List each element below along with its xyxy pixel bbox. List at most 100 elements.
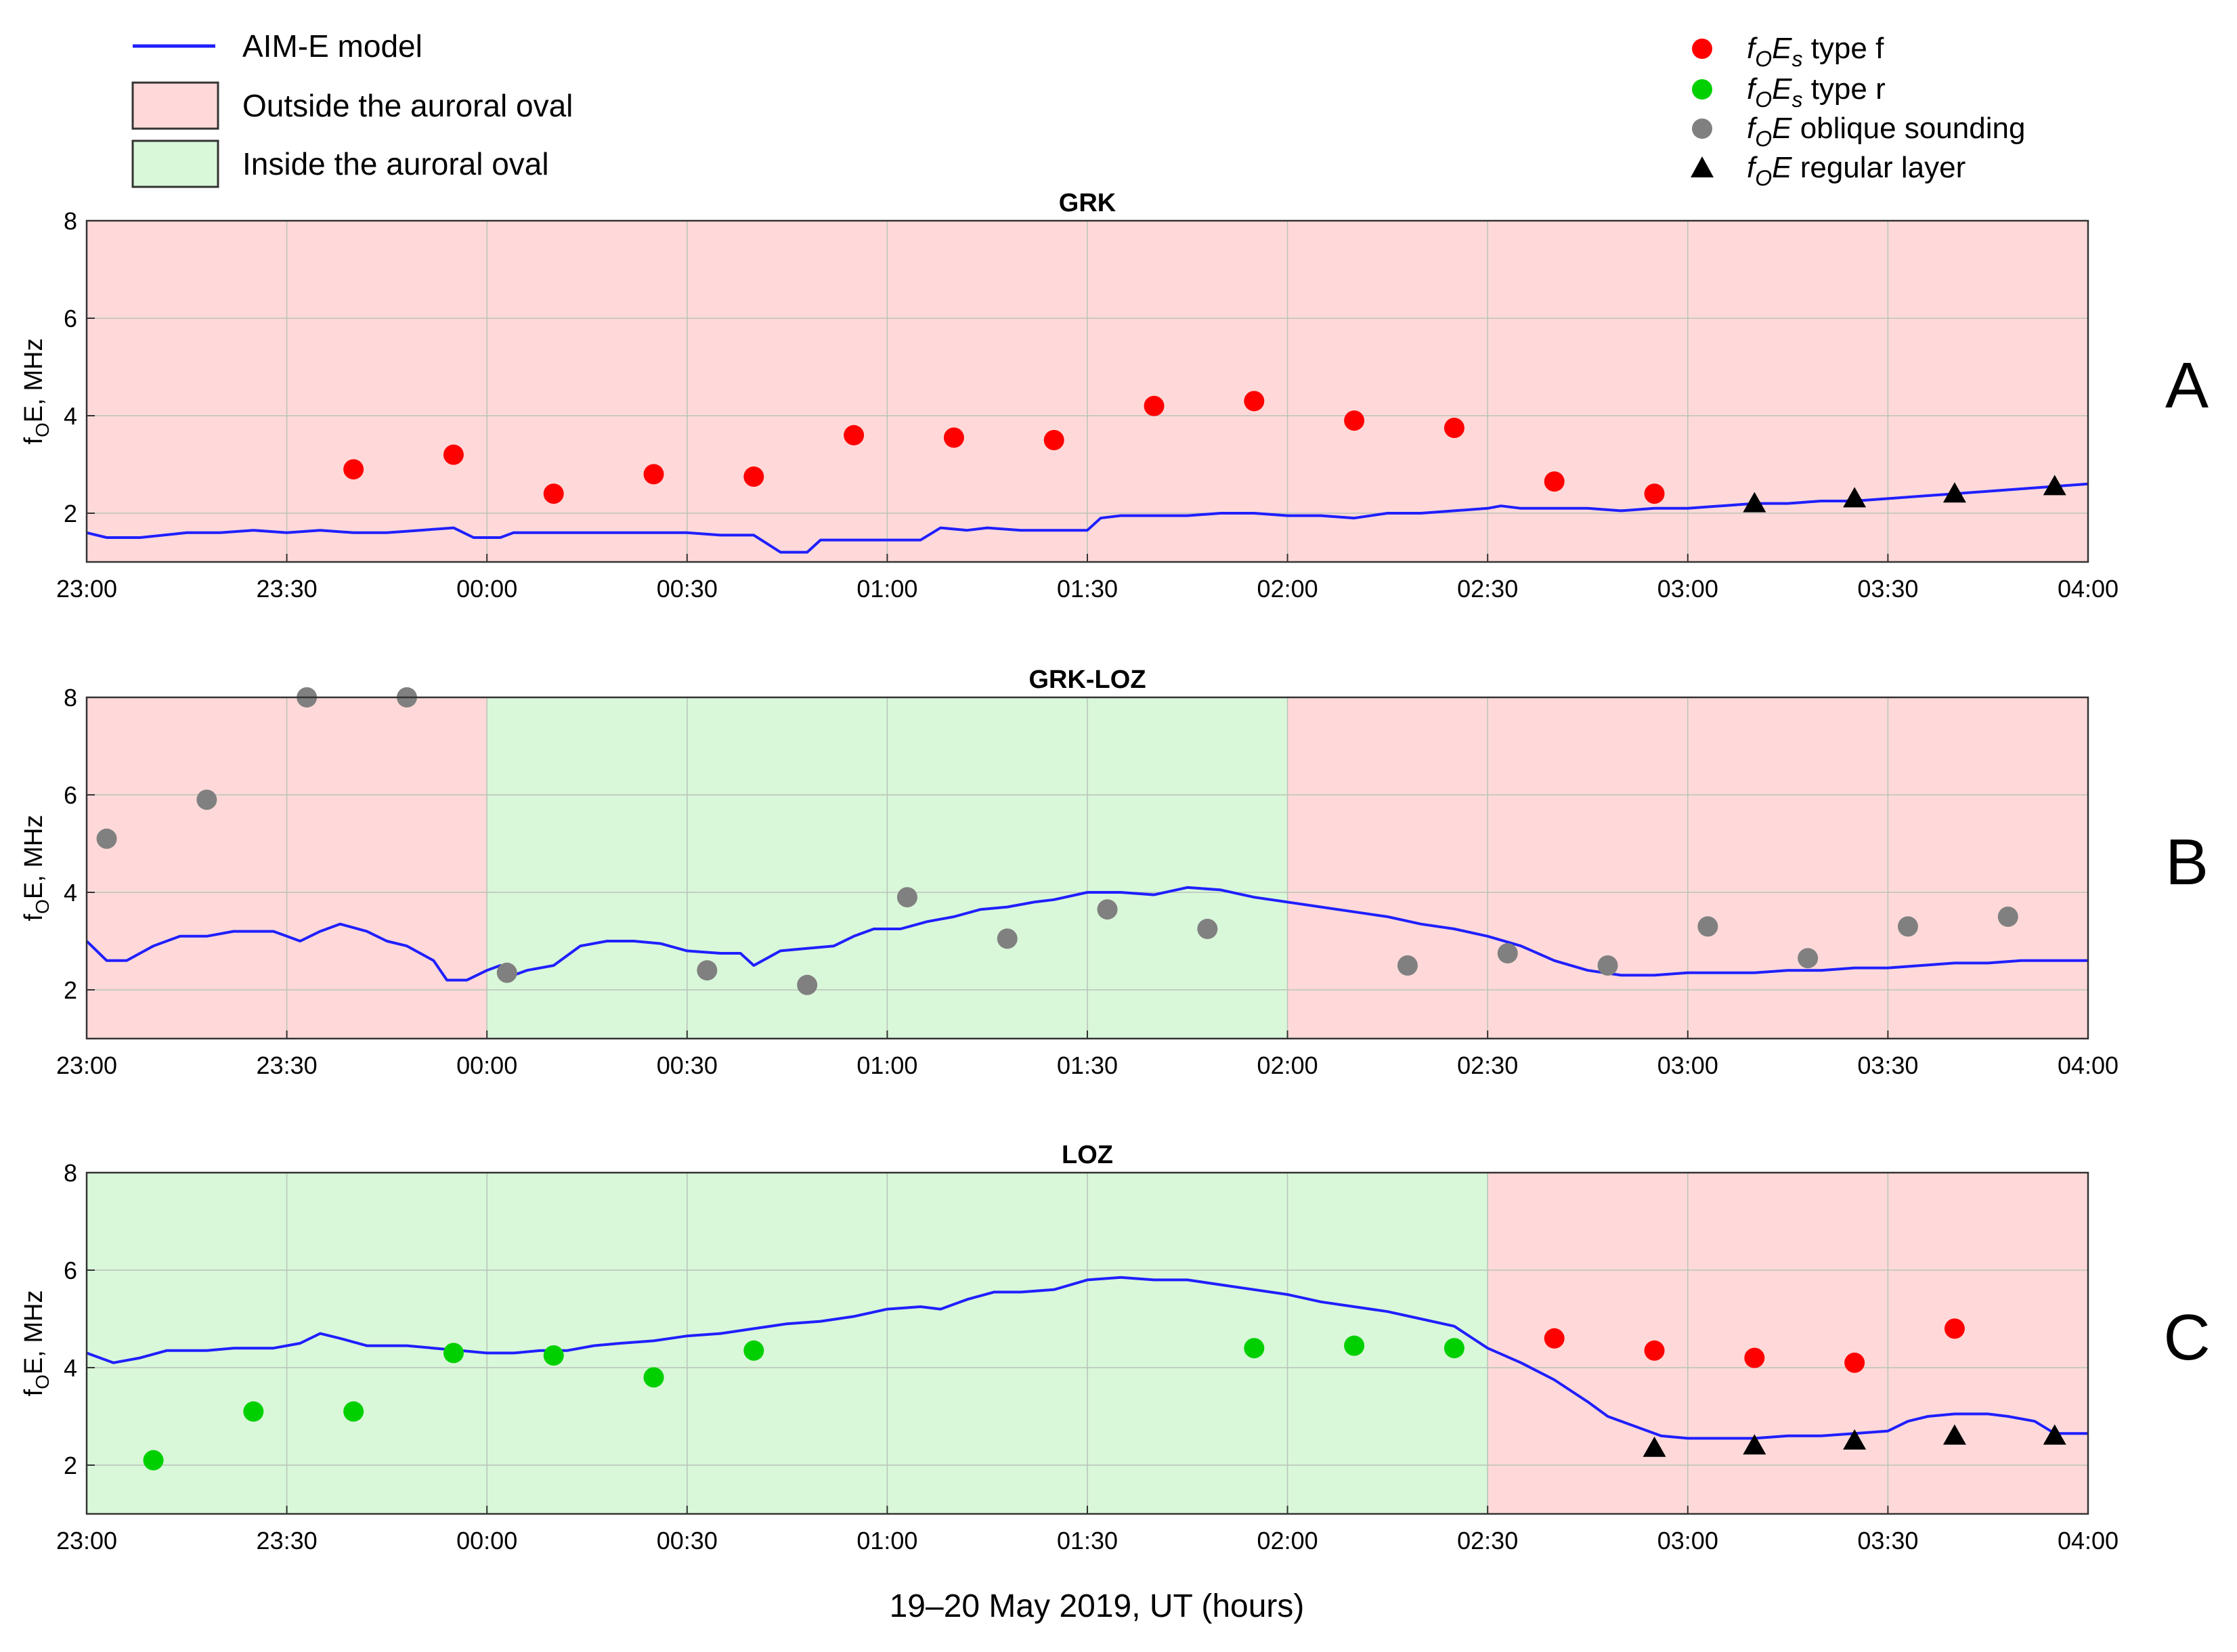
marker-type_f [1443, 418, 1464, 438]
x-tick-label: 02:00 [1257, 1527, 1318, 1555]
legend-right-label: fOE regular layer [1747, 151, 1965, 190]
panel-letter: B [2165, 826, 2209, 898]
marker-type_f [1644, 1340, 1665, 1361]
marker-regular [1643, 1436, 1666, 1457]
marker-type_r [1244, 1338, 1265, 1359]
x-tick-label: 01:30 [1057, 575, 1118, 603]
legend-marker-circle [1692, 118, 1712, 139]
y-axis-label: fOE, MHz [20, 339, 53, 445]
x-tick-label: 03:00 [1657, 575, 1718, 603]
marker-type_r [243, 1401, 264, 1422]
legend-marker-triangle [1691, 156, 1714, 177]
y-tick-label: 2 [64, 976, 77, 1004]
legend-right-item: fOEs type f [1692, 32, 1884, 71]
x-tick-label: 00:30 [657, 1051, 718, 1079]
marker-oblique [1597, 955, 1618, 976]
x-tick-label: 02:00 [1257, 1051, 1318, 1079]
region-outside [1487, 1173, 2088, 1514]
x-tick-label: 23:30 [257, 1051, 318, 1079]
legend-left-label: Inside the auroral oval [242, 146, 549, 181]
y-tick-label: 4 [64, 1354, 77, 1382]
x-tick-label: 00:00 [456, 575, 517, 603]
marker-type_f [1944, 1318, 1965, 1339]
x-tick-label: 01:00 [856, 575, 917, 603]
marker-regular [2043, 1424, 2066, 1445]
marker-type_f [1144, 395, 1165, 416]
marker-type_f [943, 427, 964, 448]
marker-oblique [997, 928, 1018, 949]
x-tick-label: 01:30 [1057, 1051, 1118, 1079]
legend-right-label: fOEs type r [1747, 72, 1886, 112]
marker-oblique [1397, 955, 1418, 976]
marker-oblique [196, 789, 217, 810]
y-tick-label: 6 [64, 305, 77, 332]
marker-type_r [343, 1401, 364, 1422]
x-tick-label: 04:00 [2058, 1527, 2119, 1555]
legend-right-label: fOEs type f [1747, 32, 1884, 71]
x-tick-label: 23:00 [56, 1527, 117, 1555]
plot-frame [85, 219, 2089, 563]
marker-type_f [643, 464, 664, 485]
marker-type_f [844, 425, 865, 445]
x-tick-label: 01:30 [1057, 1527, 1118, 1555]
model-line [85, 886, 2088, 982]
marker-type_f [1744, 1347, 1765, 1368]
marker-oblique [1097, 899, 1118, 920]
x-tick-label: 02:30 [1457, 1527, 1518, 1555]
y-axis-label: fOE, MHz [20, 1290, 53, 1397]
x-tick-label: 00:30 [657, 1527, 718, 1555]
marker-regular [1843, 487, 1867, 508]
y-tick-label: 2 [64, 1452, 77, 1479]
x-tick-label: 23:00 [56, 1051, 117, 1079]
marker-oblique [896, 887, 917, 908]
legend-right-item: fOEs type r [1692, 72, 1886, 112]
y-axis-label: fOE, MHz [20, 815, 53, 921]
panel-letter: C [2163, 1301, 2210, 1374]
y-tick-label: 8 [64, 1159, 77, 1187]
x-tick-label: 04:00 [2058, 575, 2119, 603]
legend-left: AIM-E model Outside the auroral oval Insid… [131, 28, 573, 188]
x-tick-label: 03:00 [1657, 1051, 1718, 1079]
legend-left-label: AIM-E model [242, 28, 422, 64]
marker-type_f [1644, 483, 1665, 504]
x-tick-label: 03:30 [1857, 1527, 1918, 1555]
marker-regular [1743, 1434, 1766, 1455]
legend-marker-circle [1692, 79, 1712, 100]
x-tick-label: 00:30 [657, 575, 718, 603]
legend-swatch [131, 81, 219, 130]
x-tick-label: 23:30 [257, 1527, 318, 1555]
marker-oblique [1897, 916, 1918, 937]
marker-regular [1942, 1424, 1966, 1445]
marker-type_f [1344, 410, 1365, 431]
panel-title: LOZ [1062, 1141, 1113, 1169]
x-tick-label: 00:00 [456, 1527, 517, 1555]
x-tick-label: 03:30 [1857, 1051, 1918, 1079]
marker-type_f [1244, 391, 1265, 412]
y-tick-label: 6 [64, 1257, 77, 1284]
legend-swatch [131, 139, 219, 188]
marker-oblique [1497, 943, 1518, 963]
marker-type_r [543, 1345, 564, 1366]
marker-oblique [1697, 916, 1718, 937]
legend-right-label: fOE oblique sounding [1747, 112, 2025, 151]
x-axis-label: 19–20 May 2019, UT (hours) [890, 1588, 1305, 1624]
legend-marker-circle [1692, 39, 1712, 59]
marker-type_f [343, 459, 364, 480]
model-line [86, 1276, 2088, 1440]
x-tick-label: 23:00 [56, 575, 117, 603]
x-tick-label: 02:30 [1457, 1051, 1518, 1079]
marker-oblique [797, 974, 818, 995]
marker-type_f [743, 466, 764, 487]
marker-type_r [643, 1367, 664, 1388]
panel-title: GRK [1059, 189, 1116, 217]
x-tick-label: 04:00 [2058, 1051, 2119, 1079]
marker-regular [2043, 475, 2066, 496]
marker-oblique [496, 962, 517, 983]
marker-regular [1942, 482, 1966, 503]
panel-letter: A [2165, 349, 2209, 422]
chart-panel-B: 23:00 23:30 00:00 00:30 01:00 01:30 02:00 02:30… [20, 666, 2209, 1079]
legend-left-item: Inside the auroral oval [131, 139, 549, 188]
legend-left-item: Outside the auroral oval [131, 81, 573, 130]
chart-panels: 23:00 23:30 00:00 00:30 01:00 01:30 02:00 02:30… [20, 189, 2211, 1555]
